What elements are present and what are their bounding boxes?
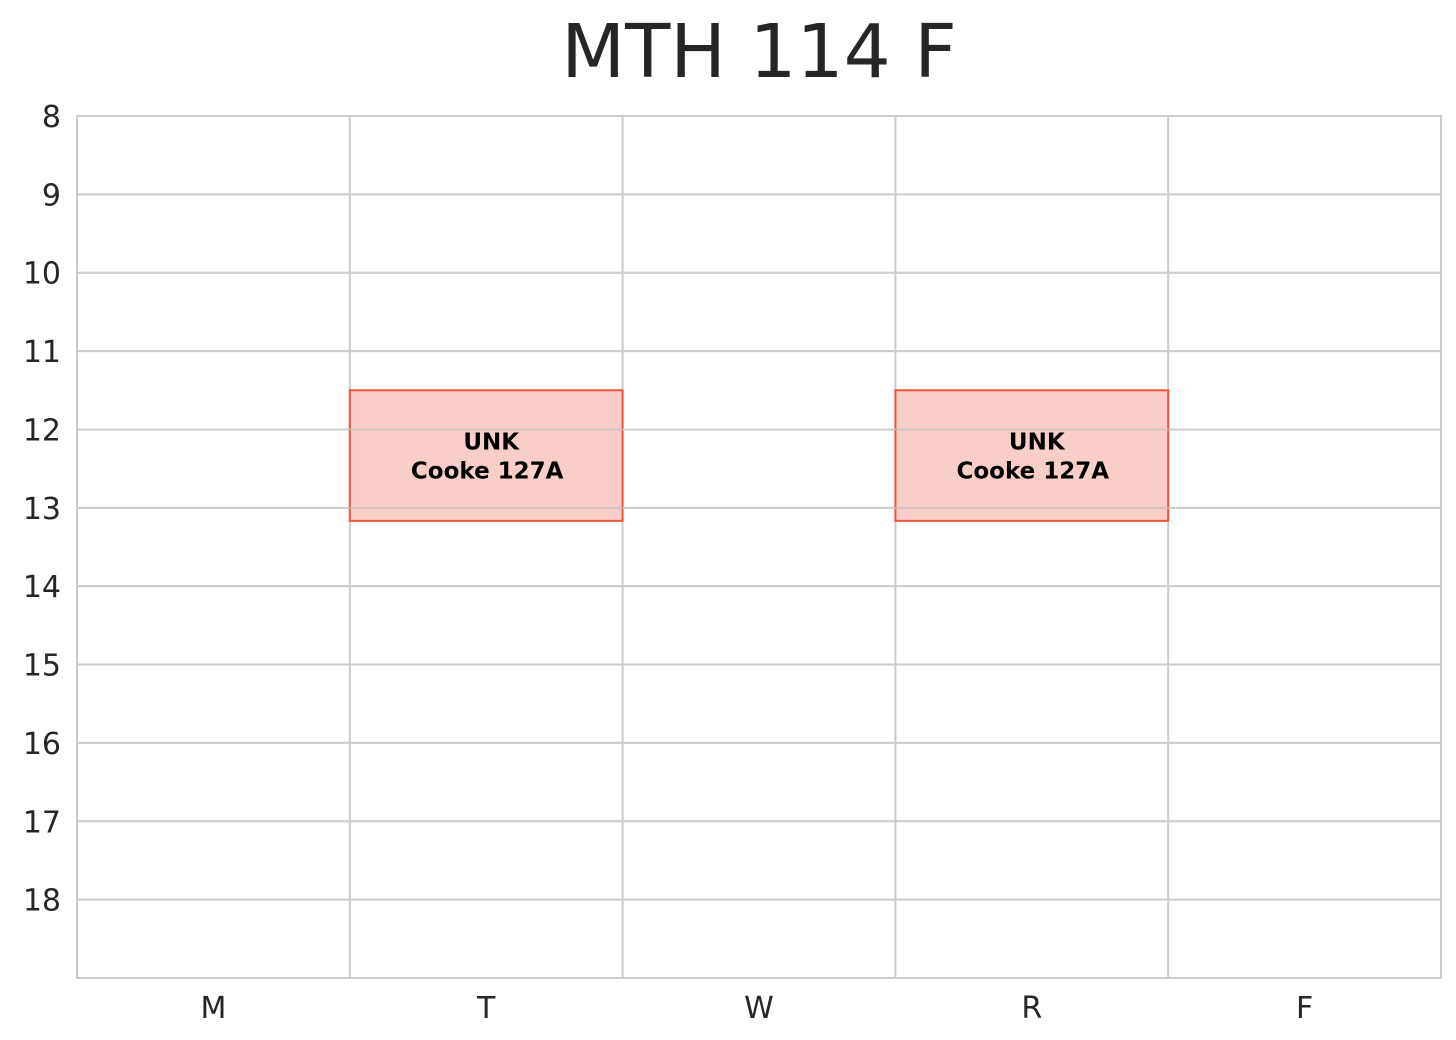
y-tick-label: 13 bbox=[23, 492, 61, 527]
y-tick-label: 16 bbox=[23, 727, 61, 762]
event-room-label: Cooke 127A bbox=[957, 459, 1110, 485]
y-tick-label: 17 bbox=[23, 805, 61, 840]
x-tick-label: F bbox=[1296, 991, 1313, 1026]
event-block: UNK Cooke 127A bbox=[348, 389, 624, 522]
y-axis-ticks: 8 9 10 11 12 13 14 15 16 17 18 bbox=[23, 100, 61, 919]
x-tick-label: T bbox=[476, 991, 496, 1026]
y-tick-label: 15 bbox=[23, 649, 61, 684]
event-course-label: UNK bbox=[1009, 430, 1066, 456]
event-course-label: UNK bbox=[463, 430, 520, 456]
y-tick-label: 18 bbox=[23, 884, 61, 919]
y-tick-label: 10 bbox=[23, 257, 61, 292]
events: UNK Cooke 127A UNK Cooke 127A bbox=[348, 389, 1170, 522]
x-tick-label: M bbox=[200, 991, 226, 1026]
y-tick-label: 11 bbox=[23, 335, 61, 370]
plot-frame bbox=[76, 115, 1442, 979]
y-tick-label: 12 bbox=[23, 413, 61, 448]
y-tick-label: 14 bbox=[23, 570, 61, 605]
y-tick-label: 9 bbox=[42, 178, 61, 213]
event-room-label: Cooke 127A bbox=[411, 459, 564, 485]
event-box bbox=[894, 389, 1170, 522]
grid-lines bbox=[77, 115, 1441, 978]
event-block: UNK Cooke 127A bbox=[894, 389, 1170, 522]
y-tick-label: 8 bbox=[42, 100, 61, 135]
event-box bbox=[348, 389, 624, 522]
x-tick-label: R bbox=[1021, 991, 1042, 1026]
x-tick-label: W bbox=[744, 991, 774, 1026]
chart-title: MTH 114 F bbox=[561, 9, 957, 95]
grid-lines-overlay bbox=[77, 115, 1441, 901]
